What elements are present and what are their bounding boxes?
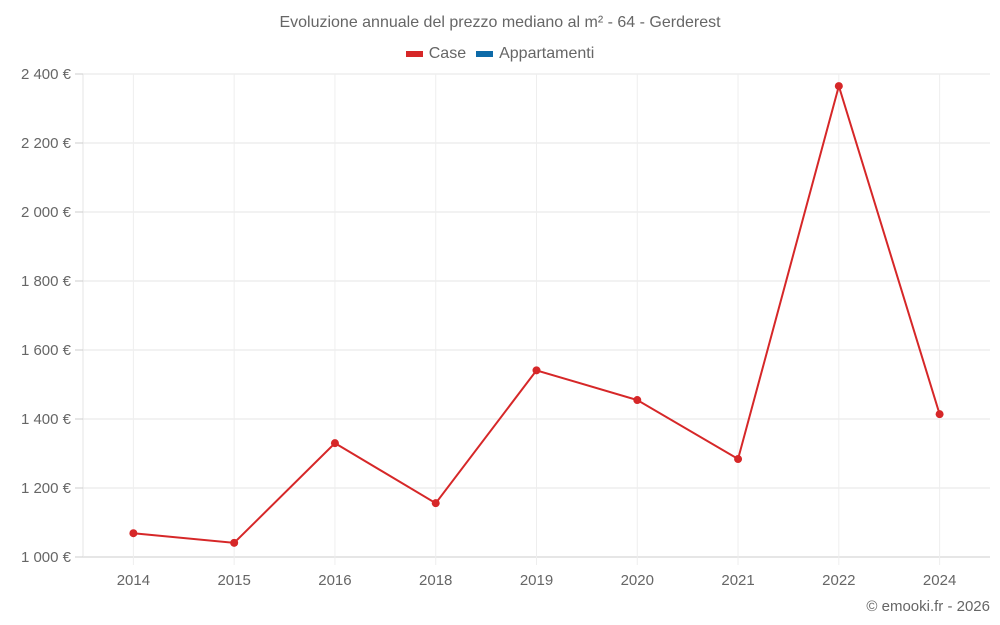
legend: Case Appartamenti [0,45,1000,63]
y-tick-label: 2 000 € [21,204,72,221]
chart-title: Evoluzione annuale del prezzo mediano al… [279,14,721,31]
x-tick-label: 2018 [419,572,452,589]
legend-item-case[interactable]: Case [405,45,467,63]
x-tick-label: 2016 [318,572,351,589]
y-tick-label: 2 400 € [21,66,72,83]
y-tick-label: 1 200 € [21,480,72,497]
x-tick-label: 2021 [721,572,754,589]
series-case [129,82,944,547]
legend-label-case: Case [428,45,467,62]
data-point[interactable] [734,455,743,464]
grid-lines [82,73,990,565]
y-tick-label: 1 400 € [21,411,72,428]
y-tick-label: 1 600 € [21,342,72,359]
x-tick-label: 2014 [117,572,150,589]
legend-swatch-case [405,51,423,57]
x-tick-label: 2022 [822,572,855,589]
data-point[interactable] [935,410,944,419]
x-tick-label: 2020 [621,572,654,589]
y-tick-label: 1 000 € [21,549,72,566]
x-axis: 2014 2015 2016 2018 2019 2020 2021 2022 2024 [117,572,957,589]
data-point[interactable] [330,439,339,448]
x-tick-label: 2015 [217,572,250,589]
credit-text: © emooki.fr - 2026 [866,598,990,615]
legend-item-appartamenti[interactable]: Appartamenti [476,45,594,63]
data-point[interactable] [230,538,239,547]
data-point[interactable] [532,366,541,375]
x-tick-label: 2024 [923,572,956,589]
legend-swatch-appartamenti [476,51,494,57]
y-tick-label: 2 200 € [21,135,72,152]
x-tick-label: 2019 [520,572,553,589]
data-point[interactable] [834,82,843,91]
y-tick-label: 1 800 € [21,273,72,290]
data-point[interactable] [129,529,138,538]
y-axis: 1 000 € 1 200 € 1 400 € 1 600 € 1 800 € 2 000… [21,66,83,566]
data-point[interactable] [431,499,440,508]
legend-label-appartamenti: Appartamenti [499,45,595,62]
data-point[interactable] [633,396,642,405]
